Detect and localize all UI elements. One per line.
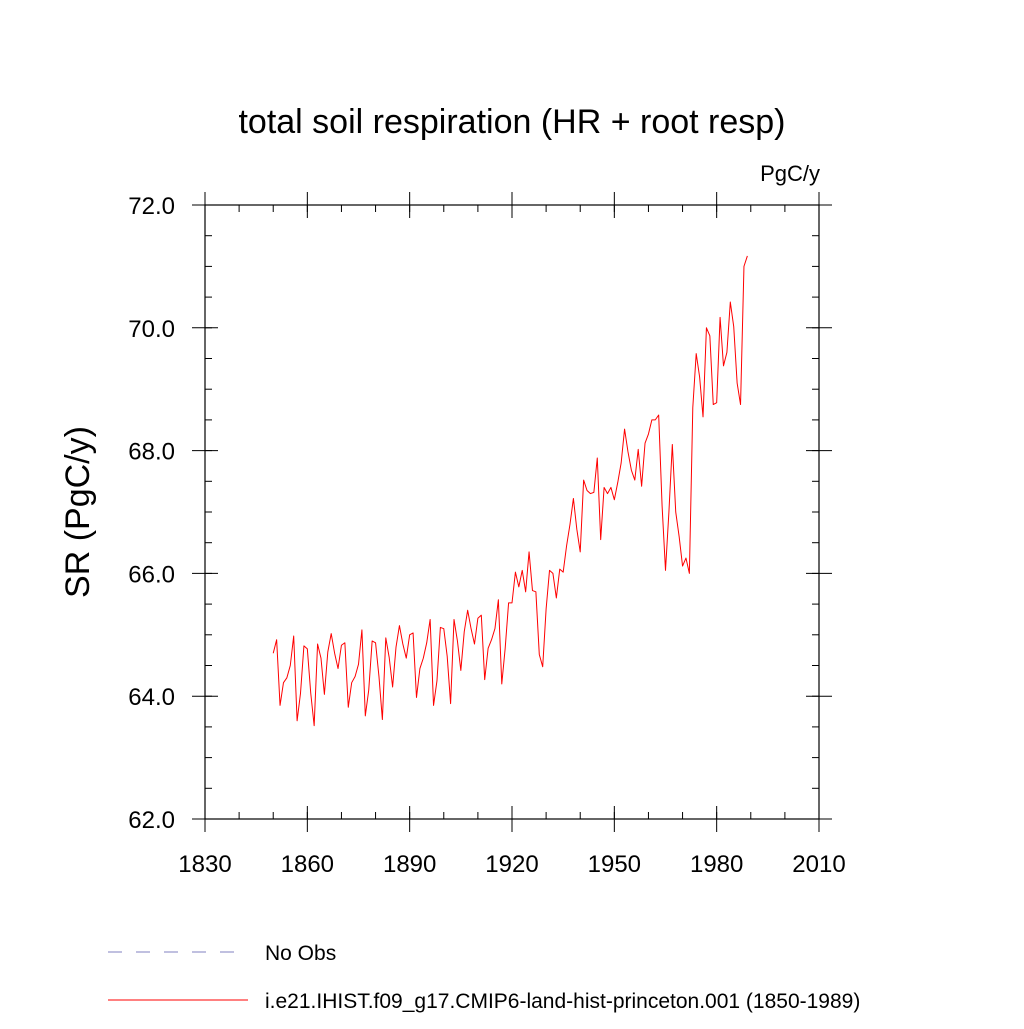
x-tick-label: 1860 <box>281 851 334 878</box>
y-tick-label: 64.0 <box>128 684 175 711</box>
x-tick-label: 1830 <box>178 851 231 878</box>
legend-label-model: i.e21.IHIST.f09_g17.CMIP6-land-hist-prin… <box>265 990 860 1013</box>
x-tick-label: 2010 <box>792 851 845 878</box>
y-tick-label: 72.0 <box>128 193 175 220</box>
x-tick-label: 1920 <box>485 851 538 878</box>
major-ticks <box>192 192 832 832</box>
series-group <box>272 255 748 727</box>
chart-title: total soil respiration (HR + root resp) <box>238 103 785 141</box>
x-tick-labels: 1830 1860 1890 1920 1950 1980 2010 <box>178 851 845 878</box>
series-line <box>272 255 748 727</box>
y-tick-label: 66.0 <box>128 561 175 588</box>
y-tick-labels: 62.0 64.0 66.0 68.0 70.0 72.0 <box>128 193 175 834</box>
x-tick-label: 1890 <box>383 851 436 878</box>
y-axis-label: SR (PgC/y) <box>59 426 97 598</box>
y-tick-label: 62.0 <box>128 807 175 834</box>
legend: No Obs i.e21.IHIST.f09_g17.CMIP6-land-hi… <box>108 942 860 1013</box>
plot-frame <box>204 204 820 820</box>
x-tick-label: 1950 <box>588 851 641 878</box>
units-label: PgC/y <box>760 161 820 186</box>
x-tick-label: 1980 <box>690 851 743 878</box>
legend-label-no-obs: No Obs <box>265 942 336 965</box>
minor-ticks <box>204 204 820 820</box>
y-tick-label: 68.0 <box>128 439 175 466</box>
y-tick-label: 70.0 <box>128 316 175 343</box>
